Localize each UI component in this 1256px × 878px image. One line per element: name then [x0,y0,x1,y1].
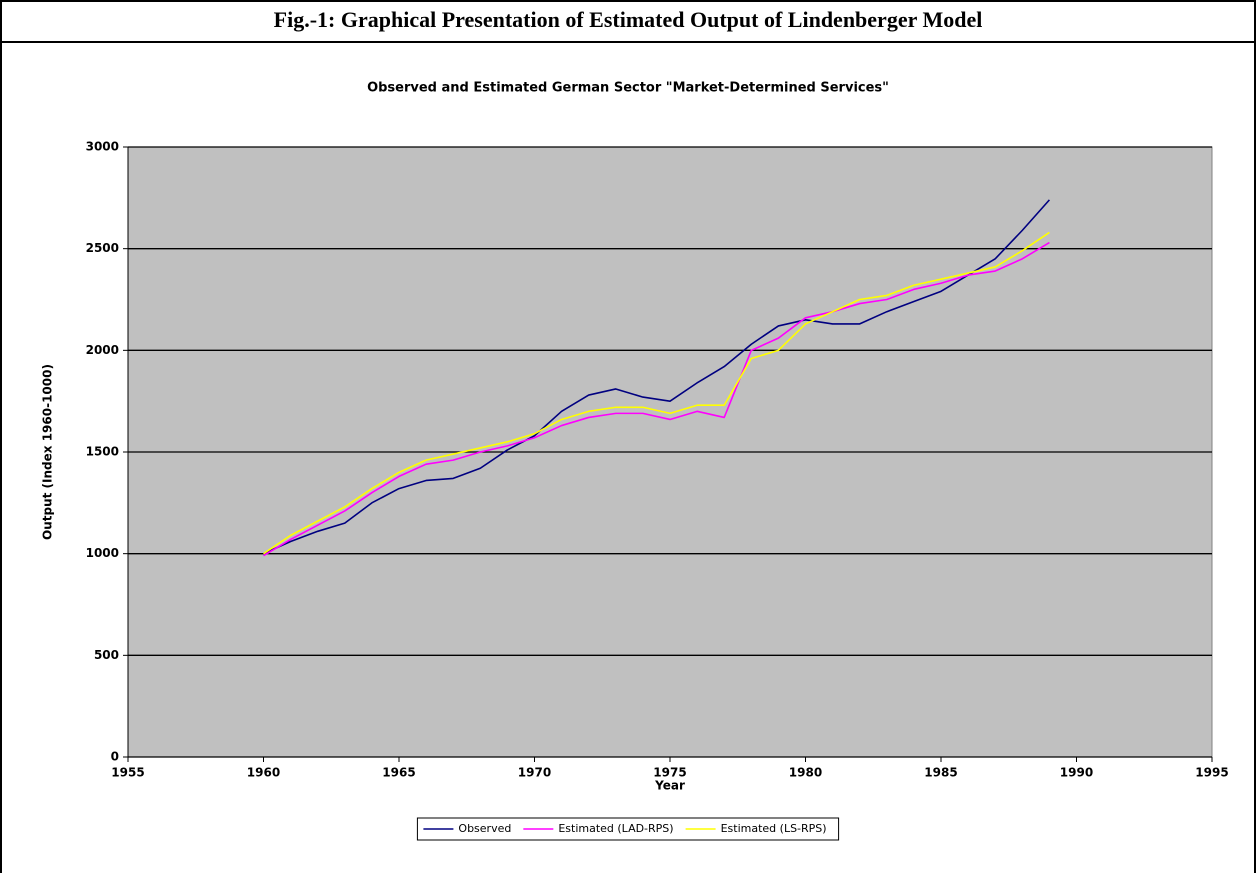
legend-label: Observed [458,822,511,835]
y-tick-label: 2500 [86,241,119,255]
legend-box [416,817,840,841]
x-tick-label: 1970 [518,766,551,780]
y-tick-label: 3000 [86,140,119,154]
y-axis-label: Output (Index 1960-1000) [41,364,55,540]
x-tick-label: 1995 [1195,766,1228,780]
legend-label: Estimated (LAD-RPS) [558,822,673,835]
series-line [263,199,1050,555]
x-tick-label: 1985 [924,766,957,780]
y-tick-label: 1500 [86,445,119,459]
legend-label: Estimated (LS-RPS) [721,822,827,835]
x-tick-label: 1965 [382,766,415,780]
y-tick-label: 1000 [86,546,119,560]
legend: Observed Estimated (LAD-RPS) Estimated (LS… [416,817,840,841]
series-line [263,231,1050,555]
x-tick-label: 1960 [247,766,280,780]
x-tick-label: 1975 [653,766,686,780]
x-tick-label: 1955 [111,766,144,780]
chart-title: Observed and Estimated German Sector "Ma… [367,81,889,96]
figure-title: Fig.-1: Graphical Presentation of Estima… [274,7,983,32]
x-tick-label: 1990 [1060,766,1093,780]
series-line [263,241,1050,557]
y-tick-label: 0 [111,750,119,764]
x-axis-label: Year [654,779,685,793]
y-tick-label: 500 [94,648,119,662]
x-tick-label: 1980 [789,766,822,780]
y-tick-label: 2000 [86,343,119,357]
